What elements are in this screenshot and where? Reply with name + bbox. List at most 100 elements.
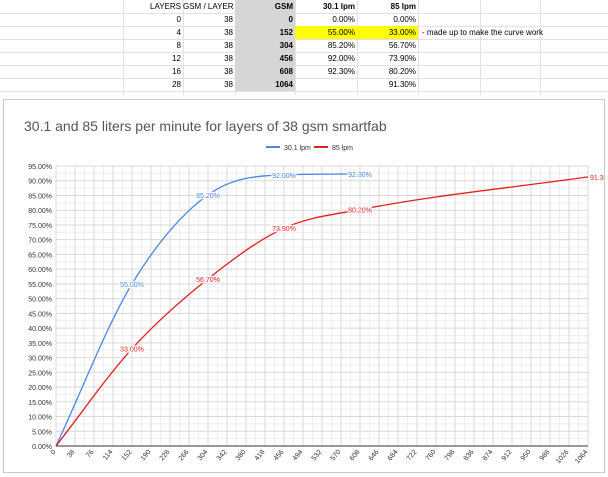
x-tick-label: 380 <box>235 449 248 463</box>
grid-line <box>0 78 608 79</box>
y-tick-label: 5.00% <box>32 429 52 436</box>
cell-30-lpm-highlighted[interactable]: 55.00% <box>295 26 357 39</box>
cell-85-lpm[interactable]: 80.20% <box>388 67 416 76</box>
x-tick-label: 456 <box>273 449 286 463</box>
series-line-30-lpm <box>55 173 361 447</box>
x-tick-label: 1026 <box>555 449 570 466</box>
header-gsm[interactable]: GSM <box>235 0 295 13</box>
cell-gsm[interactable]: 152 <box>235 26 295 39</box>
chart-grid <box>55 165 589 447</box>
x-tick-label: 532 <box>311 449 324 463</box>
grid-line <box>357 0 358 95</box>
cell-85-lpm[interactable]: 91.30% <box>388 80 416 89</box>
cell-layers[interactable]: 8 <box>176 41 181 50</box>
x-tick-label: 950 <box>520 449 533 463</box>
grid-line <box>540 0 541 95</box>
x-tick-label: 1064 <box>574 449 589 466</box>
data-label: 73.90% <box>272 226 296 233</box>
cell-layers[interactable]: 28 <box>172 80 181 89</box>
cell-gsm-per-layer[interactable]: 38 <box>224 67 233 76</box>
x-tick-label: 304 <box>197 449 210 463</box>
cell-gsm-per-layer[interactable]: 38 <box>224 15 233 24</box>
header-30-lpm[interactable]: 30.1 lpm <box>322 2 355 11</box>
y-tick-label: 75.00% <box>28 223 52 230</box>
x-tick-label: 190 <box>140 449 153 463</box>
x-tick-label: 342 <box>216 449 229 463</box>
y-tick-label: 85.00% <box>28 193 52 200</box>
cell-layers[interactable]: 4 <box>176 28 181 37</box>
chart-series: 55.00% 85.20% 92.00% 92.30% 33.00% 56.70% 73.9… <box>55 171 608 447</box>
y-tick-label: 25.00% <box>28 370 52 377</box>
y-tick-label: 60.00% <box>28 267 52 274</box>
chart-axes: 0.00% 5.00% 10.00% 15.00% 20.00% 25.00% 30.00%… <box>28 164 589 465</box>
y-tick-label: 55.00% <box>28 282 52 289</box>
chart-container[interactable]: 30.1 and 85 liters per minute for layers… <box>3 99 608 473</box>
cell-85-lpm[interactable]: 56.70% <box>388 41 416 50</box>
cell-layers[interactable]: 16 <box>172 67 181 76</box>
x-tick-label: 418 <box>254 449 267 463</box>
y-tick-label: 90.00% <box>28 179 52 186</box>
y-tick-label: 15.00% <box>28 400 52 407</box>
header-gsm-per-layer[interactable]: GSM / LAYER <box>183 2 234 11</box>
x-tick-label: 38 <box>66 449 76 460</box>
cell-30-lpm[interactable]: 92.30% <box>327 67 355 76</box>
x-tick-label: 874 <box>482 449 495 463</box>
cell-gsm[interactable]: 608 <box>235 65 295 78</box>
cell-gsm-per-layer[interactable]: 38 <box>224 54 233 63</box>
x-tick-label: 760 <box>425 449 438 463</box>
cell-85-lpm-highlighted[interactable]: 33.00% <box>357 26 418 39</box>
grid-line <box>123 0 124 95</box>
x-tick-label: 684 <box>387 449 400 463</box>
x-tick-label: 798 <box>444 449 457 463</box>
x-tick-label: 988 <box>539 449 552 463</box>
cell-30-lpm[interactable]: 0.00% <box>332 15 355 24</box>
x-tick-label: 266 <box>178 449 191 463</box>
series-line-85-lpm <box>55 176 589 447</box>
cell-layers[interactable]: 12 <box>172 54 181 63</box>
cell-30-lpm[interactable]: 85.20% <box>327 41 355 50</box>
y-tick-label: 40.00% <box>28 326 52 333</box>
data-label: 80.20% <box>348 208 372 215</box>
cell-gsm-per-layer[interactable]: 38 <box>224 80 233 89</box>
header-85-lpm[interactable]: 85 lpm <box>390 2 416 11</box>
x-tick-label: 494 <box>292 449 305 463</box>
cell-30-lpm[interactable]: 92.00% <box>327 54 355 63</box>
y-tick-label: 80.00% <box>28 208 52 215</box>
spreadsheet: LAYERS GSM / LAYER GSM 30.1 lpm 85 lpm 0… <box>0 0 608 95</box>
data-label: 92.30% <box>348 172 372 179</box>
y-tick-label: 50.00% <box>28 297 52 304</box>
header-layers[interactable]: LAYERS <box>150 2 181 11</box>
grid-line <box>480 0 481 95</box>
legend-label: 85 lpm <box>332 145 353 152</box>
y-tick-label: 30.00% <box>28 356 52 363</box>
cell-gsm-per-layer[interactable]: 38 <box>224 28 233 37</box>
y-tick-label: 0.00% <box>32 444 52 451</box>
grid-line <box>418 0 419 95</box>
y-tick-label: 20.00% <box>28 385 52 392</box>
grid-line <box>0 65 608 66</box>
x-tick-label: 608 <box>349 449 362 463</box>
x-tick-label: 0 <box>50 449 58 457</box>
cell-gsm[interactable]: 1064 <box>235 78 295 91</box>
y-tick-label: 45.00% <box>28 311 52 318</box>
y-tick-label: 95.00% <box>28 164 52 171</box>
cell-gsm-per-layer[interactable]: 38 <box>224 41 233 50</box>
cell-85-lpm[interactable]: 0.00% <box>393 15 416 24</box>
cell-layers[interactable]: 0 <box>176 15 181 24</box>
cell-85-lpm[interactable]: 73.90% <box>388 54 416 63</box>
y-tick-label: 65.00% <box>28 252 52 259</box>
y-tick-label: 35.00% <box>28 341 52 348</box>
line-chart: 30.1 and 85 liters per minute for layers… <box>24 118 608 465</box>
y-tick-label: 70.00% <box>28 238 52 245</box>
x-tick-label: 570 <box>330 449 343 463</box>
chart-title: 30.1 and 85 liters per minute for layers… <box>24 118 387 134</box>
cell-30-lpm[interactable] <box>295 78 357 91</box>
x-tick-label: 228 <box>159 449 172 463</box>
y-tick-label: 10.00% <box>28 415 52 422</box>
cell-gsm[interactable]: 304 <box>235 39 295 52</box>
x-tick-label: 114 <box>102 449 115 462</box>
grid-line <box>183 0 184 95</box>
cell-gsm[interactable]: 456 <box>235 52 295 65</box>
cell-gsm[interactable]: 0 <box>235 13 295 26</box>
note-text: - made up to make the curve work <box>422 28 543 37</box>
